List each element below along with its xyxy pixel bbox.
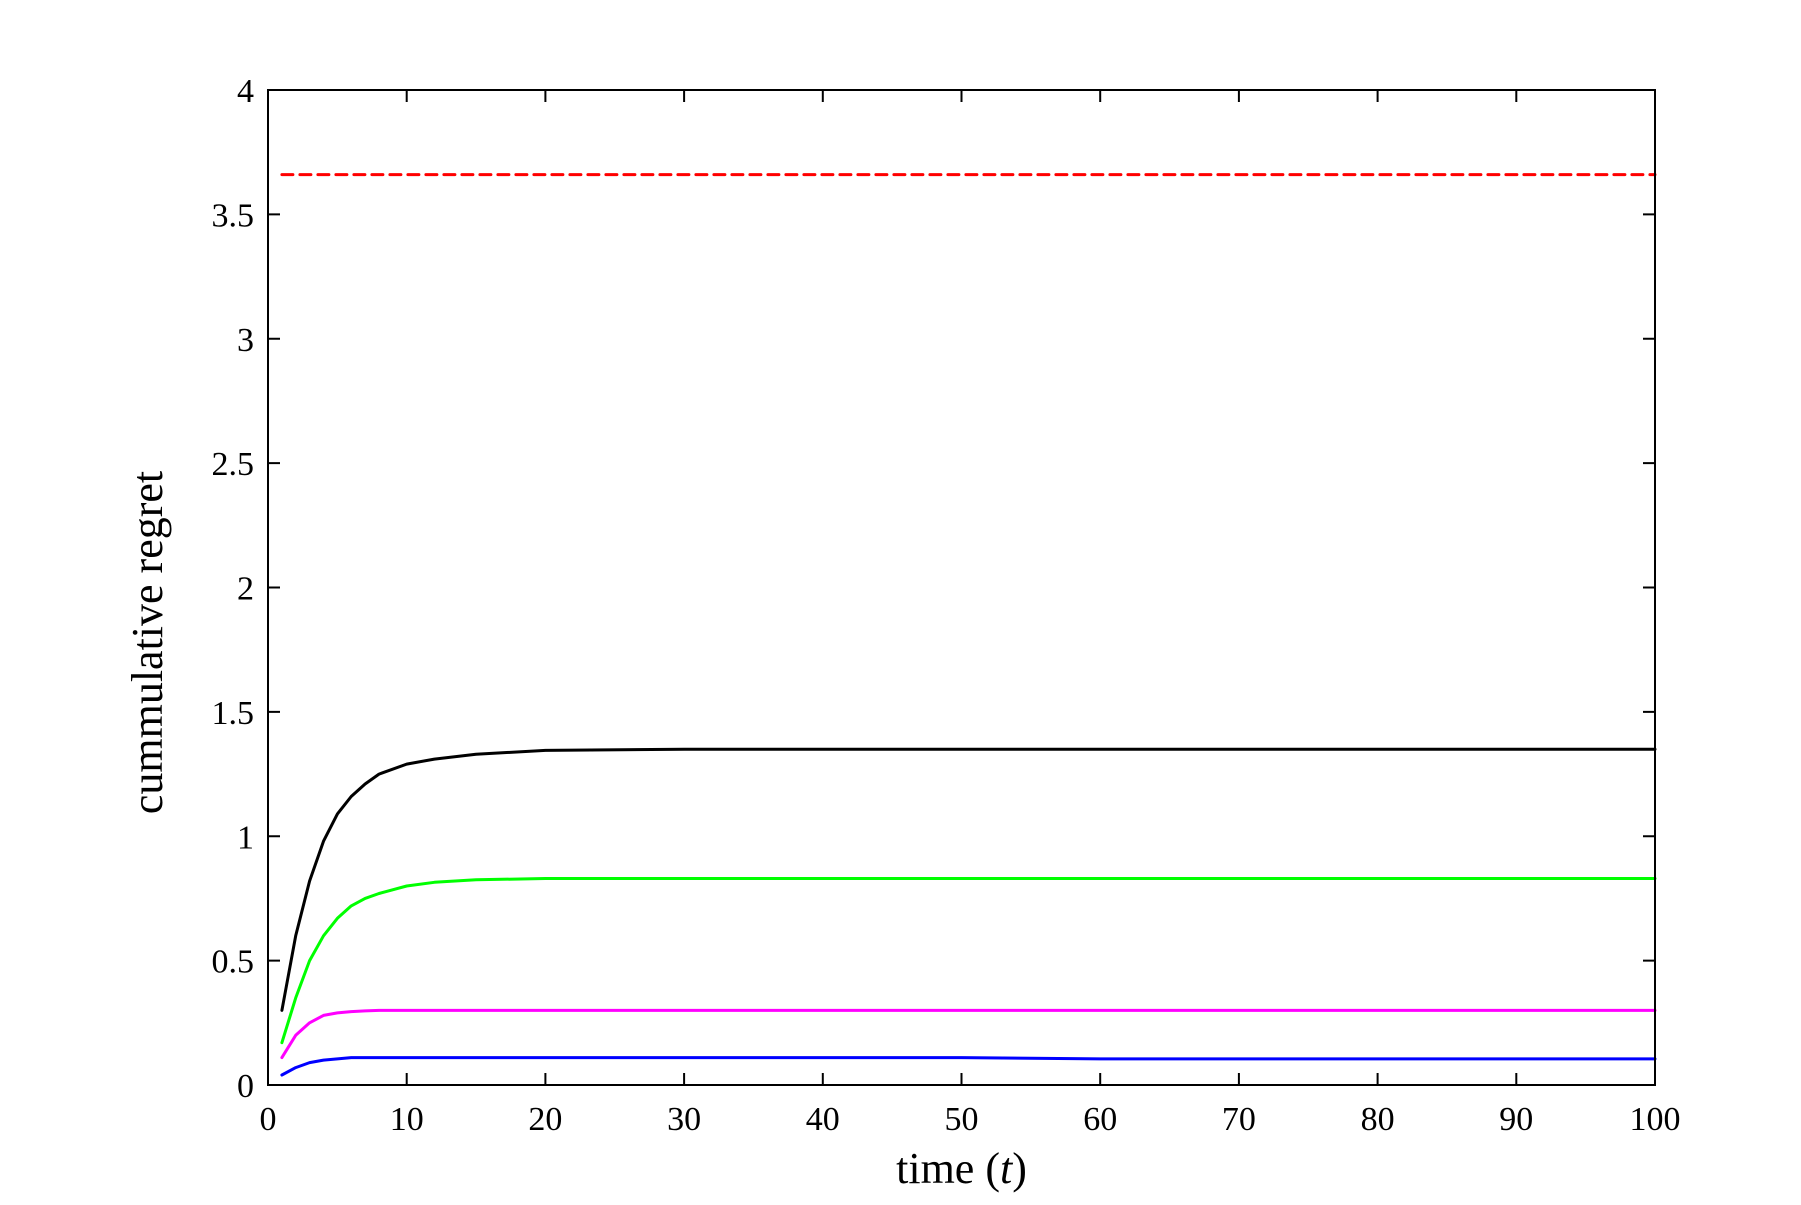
series-line-3 xyxy=(280,877,1657,1045)
series-line-5 xyxy=(280,1056,1657,1077)
series-line-2 xyxy=(280,747,1657,1012)
series-line-4 xyxy=(280,1008,1657,1060)
tick-layer xyxy=(267,89,1656,1086)
x-tick-label: 30 xyxy=(667,1101,701,1138)
x-tick-label: 40 xyxy=(806,1101,840,1138)
x-axis-label-prefix: time ( xyxy=(896,1144,1000,1193)
y-tick-label: 0 xyxy=(237,1068,254,1105)
x-tick-label: 70 xyxy=(1222,1101,1256,1138)
y-tick-label: 3.5 xyxy=(212,197,255,234)
x-tick-label: 20 xyxy=(528,1101,562,1138)
y-tick-label: 1 xyxy=(237,819,254,856)
series-layer xyxy=(280,173,1657,1077)
y-tick-label: 2 xyxy=(237,571,254,608)
y-axis-label: cummulative regret xyxy=(123,471,172,814)
x-tick-label: 80 xyxy=(1361,1101,1395,1138)
x-tick-label: 10 xyxy=(390,1101,424,1138)
y-tick-label: 3 xyxy=(237,322,254,359)
x-tick-label: 50 xyxy=(945,1101,979,1138)
x-axis-label-suffix: ) xyxy=(1012,1144,1027,1193)
x-tick-label: 100 xyxy=(1630,1101,1681,1138)
x-tick-label: 90 xyxy=(1499,1101,1533,1138)
y-tick-label: 2.5 xyxy=(212,446,255,483)
plot-frame xyxy=(267,89,1656,1086)
label-layer: 0 10 20 30 40 50 60 70 80 90 100 0 0.5 1 1.5 2 2.5 3 3.5 4 xyxy=(212,73,1681,1138)
x-axis-label: time (t) xyxy=(896,1144,1027,1193)
y-tick-label: 4 xyxy=(237,73,254,110)
x-tick-label: 0 xyxy=(260,1101,277,1138)
x-axis-label-variable: t xyxy=(1000,1144,1014,1193)
y-tick-label: 0.5 xyxy=(212,944,255,981)
y-tick-label: 1.5 xyxy=(212,695,255,732)
x-tick-label: 60 xyxy=(1083,1101,1117,1138)
